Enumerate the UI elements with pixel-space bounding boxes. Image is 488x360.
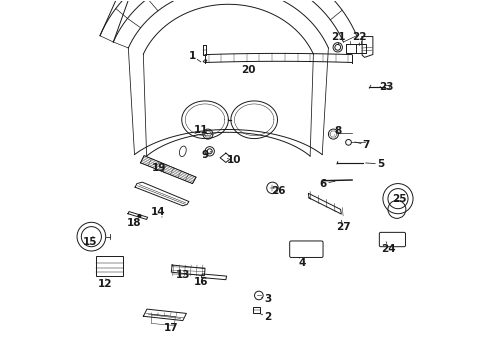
- Text: 2: 2: [264, 312, 271, 322]
- Text: 17: 17: [163, 323, 178, 333]
- Text: 11: 11: [194, 125, 208, 135]
- Text: 21: 21: [330, 32, 345, 42]
- Text: 7: 7: [362, 140, 369, 150]
- Bar: [96, 256, 122, 276]
- Text: 14: 14: [151, 207, 165, 217]
- Text: 16: 16: [194, 277, 208, 287]
- Bar: [151, 315, 175, 325]
- Text: 25: 25: [391, 194, 406, 204]
- Text: 22: 22: [351, 32, 366, 42]
- Text: 12: 12: [97, 279, 112, 289]
- Circle shape: [137, 214, 141, 218]
- Text: 23: 23: [378, 82, 393, 92]
- Bar: [253, 307, 260, 314]
- Text: 3: 3: [264, 294, 271, 304]
- Text: 20: 20: [241, 64, 255, 75]
- Text: 5: 5: [376, 159, 384, 169]
- Bar: [384, 85, 388, 88]
- Text: 1: 1: [188, 51, 196, 61]
- Text: 8: 8: [333, 126, 341, 135]
- Text: 15: 15: [82, 237, 97, 247]
- Text: 13: 13: [176, 270, 190, 280]
- Text: 10: 10: [226, 155, 241, 165]
- Text: 19: 19: [152, 163, 166, 173]
- Text: 18: 18: [127, 218, 142, 228]
- Text: 4: 4: [298, 258, 305, 268]
- Text: 24: 24: [380, 244, 394, 254]
- Text: 26: 26: [271, 186, 285, 196]
- Text: 27: 27: [335, 222, 350, 232]
- Text: 6: 6: [319, 179, 326, 189]
- Text: 9: 9: [201, 150, 208, 160]
